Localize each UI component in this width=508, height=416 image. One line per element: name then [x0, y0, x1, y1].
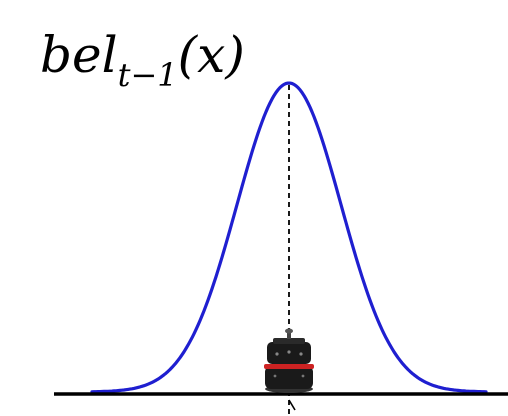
belief-argument: (x) [178, 26, 245, 84]
belief-function-name: bel [40, 26, 118, 84]
belief-subscript: t−1 [118, 56, 178, 94]
robot-band [264, 364, 314, 369]
robot-icon [264, 328, 314, 393]
robot-base [265, 366, 313, 389]
belief-curve [90, 81, 488, 394]
belief-label: belt−1(x) [40, 26, 245, 94]
mean-tick [288, 399, 296, 411]
